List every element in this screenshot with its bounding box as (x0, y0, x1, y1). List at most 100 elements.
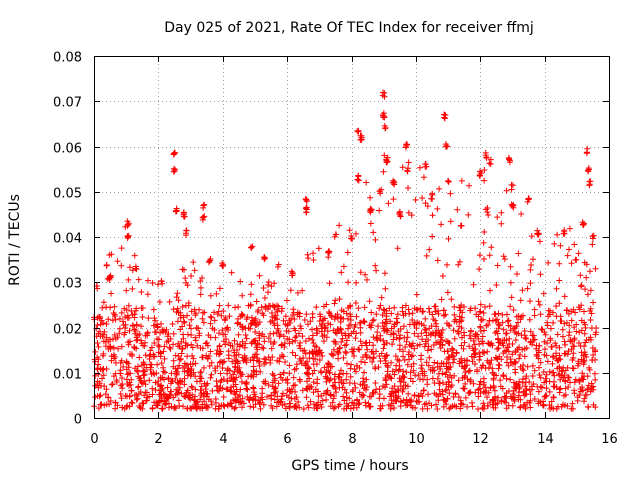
data-point (216, 330, 223, 337)
data-point (97, 392, 104, 399)
y-tick-label: 0.03 (53, 277, 82, 292)
data-point (494, 214, 501, 221)
data-point (394, 245, 401, 252)
data-point (380, 337, 387, 344)
data-point (571, 335, 578, 342)
data-point (414, 342, 421, 349)
data-point (110, 310, 117, 317)
data-point (454, 206, 461, 213)
data-point (444, 143, 451, 150)
data-point (454, 328, 461, 335)
data-point (293, 402, 300, 409)
data-point (507, 376, 514, 383)
data-point (536, 238, 543, 245)
data-point (564, 252, 571, 259)
data-point (409, 310, 416, 317)
data-point (386, 305, 393, 312)
data-point (475, 335, 482, 342)
data-point (286, 370, 293, 377)
data-point (439, 370, 446, 377)
data-point (185, 392, 192, 399)
data-point (529, 373, 536, 379)
data-point (121, 405, 128, 412)
data-point (188, 308, 195, 315)
data-point (512, 360, 519, 367)
data-point (400, 323, 407, 330)
x-tick-label: 6 (283, 432, 291, 447)
data-point (125, 360, 132, 367)
data-point (535, 355, 542, 362)
data-point (338, 338, 345, 345)
data-point (296, 342, 303, 349)
data-point (280, 317, 287, 324)
data-point (220, 307, 227, 314)
data-point (101, 402, 108, 409)
data-point (216, 302, 223, 309)
data-point (405, 185, 412, 192)
data-point (235, 315, 242, 322)
data-point (184, 387, 191, 394)
data-point (367, 220, 374, 227)
data-point (125, 276, 132, 283)
data-point (408, 396, 415, 403)
data-point (452, 391, 459, 398)
data-point (289, 338, 296, 345)
data-point (357, 319, 364, 326)
data-point (265, 289, 272, 296)
data-point (283, 392, 290, 399)
data-point (106, 251, 113, 258)
data-point (309, 326, 316, 333)
data-point (251, 353, 258, 360)
data-point (216, 285, 223, 292)
data-point (361, 359, 368, 366)
data-point (567, 379, 574, 386)
data-point (377, 332, 384, 339)
data-point (291, 395, 298, 402)
data-point (585, 166, 592, 173)
data-point (381, 270, 388, 277)
data-point (145, 315, 152, 322)
data-point (418, 330, 425, 337)
data-point (392, 353, 399, 360)
data-point (370, 342, 377, 349)
data-point (541, 329, 548, 336)
data-point (256, 362, 263, 369)
data-point (587, 305, 594, 312)
data-point (256, 272, 263, 279)
data-point (505, 388, 512, 395)
data-point (349, 235, 356, 242)
data-point (174, 390, 181, 397)
data-point (507, 279, 514, 286)
data-point (224, 324, 231, 331)
data-point (257, 405, 264, 412)
data-point (548, 398, 555, 405)
data-point (390, 180, 397, 187)
data-point (411, 392, 418, 399)
data-point (442, 112, 449, 119)
data-point (158, 360, 165, 367)
data-point (550, 319, 557, 326)
data-point (381, 93, 388, 100)
data-point (538, 326, 545, 333)
data-point (576, 306, 583, 313)
data-point (313, 402, 320, 409)
data-point (362, 402, 369, 409)
data-point (387, 405, 394, 412)
data-point (472, 305, 479, 312)
data-point (456, 360, 463, 367)
data-point (346, 227, 353, 234)
data-point (296, 376, 303, 383)
y-tick-label: 0.07 (53, 96, 82, 111)
data-point (249, 317, 256, 324)
data-point (363, 384, 370, 391)
data-point (179, 303, 186, 310)
data-point (493, 282, 500, 289)
data-point (181, 375, 188, 382)
data-point (465, 390, 472, 397)
data-point (116, 330, 123, 337)
data-point (161, 343, 168, 350)
data-point (509, 351, 516, 358)
data-point (577, 388, 584, 395)
data-point (527, 266, 534, 273)
data-point (507, 323, 514, 330)
